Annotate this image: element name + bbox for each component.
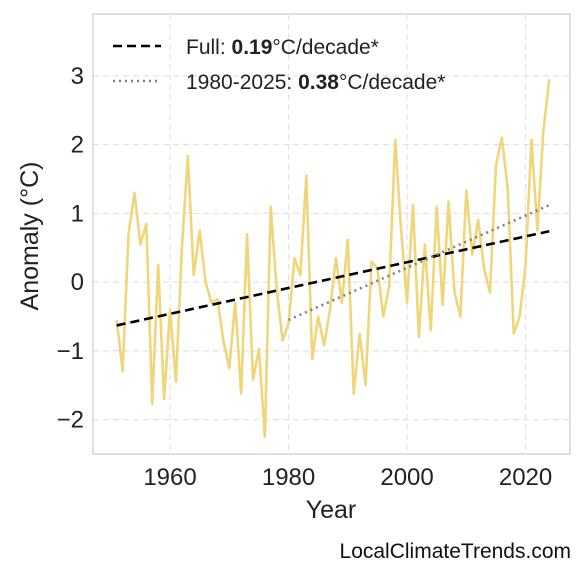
series-layer — [115, 79, 551, 439]
legend-recent-suffix: °C/decade* — [339, 71, 445, 94]
credit-text: LocalClimateTrends.com — [339, 540, 571, 563]
legend-full-value: 0.19 — [232, 36, 273, 59]
legend-full-suffix: °C/decade* — [272, 36, 378, 59]
y-tick-label: 3 — [71, 63, 84, 90]
grid — [93, 14, 570, 454]
legend-recent-value: 0.38 — [298, 71, 339, 94]
x-tick-label: 2000 — [380, 464, 433, 491]
x-tick-label: 2020 — [499, 464, 552, 491]
trend-line-full — [116, 229, 550, 327]
y-tick-label: −1 — [57, 338, 84, 365]
legend-label-1980-2025: 1980-2025: 0.38°C/decade* — [186, 71, 445, 94]
y-tick-label: 1 — [71, 200, 84, 227]
legend: Full: 0.19°C/decade* 1980-2025: 0.38°C/d… — [113, 36, 445, 94]
y-tick-label: 0 — [71, 269, 84, 296]
legend-full-prefix: Full: — [186, 36, 232, 59]
x-tick-label: 1980 — [262, 464, 315, 491]
plot-area — [92, 13, 571, 455]
series-anomaly-line — [115, 79, 551, 439]
legend-label-full: Full: 0.19°C/decade* — [186, 36, 379, 59]
y-axis-title: Anomaly (°C) — [16, 162, 44, 311]
y-tick-label: −2 — [57, 407, 84, 434]
x-tick-label: 1960 — [143, 464, 196, 491]
ticks: 1960 1980 2000 2020 −2 −1 0 1 2 3 — [57, 63, 553, 491]
y-tick-label: 2 — [71, 132, 84, 159]
legend-recent-prefix: 1980-2025: — [186, 71, 298, 94]
x-axis-title: Year — [306, 496, 357, 524]
